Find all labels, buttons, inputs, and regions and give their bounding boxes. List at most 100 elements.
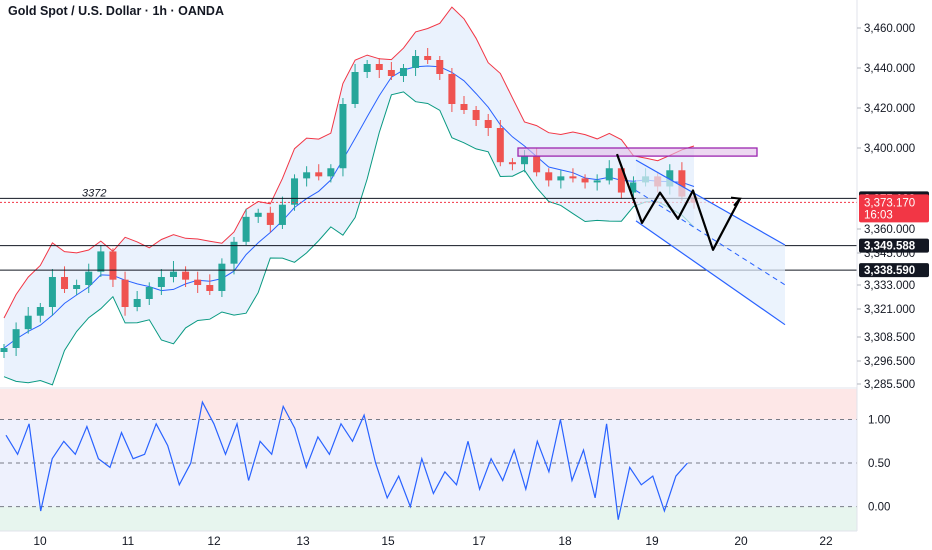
candle-body (460, 104, 468, 110)
channel-top (635, 159, 786, 246)
level-note-label: 3372 (82, 187, 106, 199)
time-axis[interactable]: 10 11 12 13 15 17 18 19 20 22 (0, 530, 857, 548)
time-tick-label: 15 (381, 534, 395, 548)
osc-tick-label: 1.00 (868, 414, 890, 426)
candle-body (109, 251, 117, 280)
projection-zigzag (615, 153, 741, 251)
time-tick-label: 17 (472, 534, 486, 548)
resistance-zone (517, 147, 758, 157)
candle-body (339, 104, 347, 169)
drawings (517, 147, 786, 326)
osc-tick-label: 0.00 (868, 502, 890, 514)
price-tick-label: 3,420.000 (864, 103, 915, 115)
price-tick-label: 3,333.000 (864, 280, 915, 292)
candle-body (206, 285, 214, 291)
upper-band-line (3, 6, 695, 319)
candle-body (557, 176, 565, 181)
price-axis[interactable]: 3,460.000 3,440.000 3,420.000 3,400.000 3,36… (856, 0, 915, 531)
candle-body (121, 279, 129, 307)
lower-band-line (3, 91, 695, 386)
candle-body (303, 172, 311, 179)
price-tick-label: 3,440.000 (864, 63, 915, 75)
candle-body (73, 285, 81, 289)
oscillator-pane (0, 387, 857, 531)
candle-body (0, 348, 8, 352)
candle-body (399, 68, 407, 76)
channel-bottom (635, 220, 786, 326)
candle-body (593, 180, 601, 183)
price-tick-label: 3,285.500 (864, 379, 915, 391)
price-tick-label: 3,308.500 (864, 332, 915, 344)
candle-body (327, 168, 335, 177)
price-tick-label: 3,460.000 (864, 23, 915, 35)
level-badge (859, 263, 929, 278)
candle-body (508, 162, 516, 165)
price-badges: 3,375.1223,349.5883,338.5903,373.17016:0… (859, 191, 929, 278)
price-tick-label: 3,360.000 (864, 224, 915, 236)
candle-body (678, 170, 686, 197)
current-price-badge (859, 194, 929, 223)
candle-body (387, 70, 395, 76)
bar-countdown-label: 16:03 (864, 209, 893, 221)
candle-body (145, 287, 153, 299)
candle-body (157, 277, 165, 287)
osc-tick-label: 0.50 (868, 458, 890, 470)
candle-body (266, 212, 274, 225)
overbought-zone (0, 389, 857, 420)
level-badge (859, 238, 929, 253)
candle-body (97, 251, 105, 272)
candle-body (605, 168, 613, 181)
candle-body (533, 156, 541, 173)
time-tick-label: 19 (645, 534, 659, 548)
candle-body (521, 156, 529, 165)
price-tick-label: 3,400.000 (864, 143, 915, 155)
time-tick-label: 12 (207, 534, 221, 548)
time-tick-label: 22 (819, 534, 833, 548)
candle-body (545, 172, 553, 181)
candle-body (496, 128, 504, 163)
chart-title: Gold Spot / U.S. Dollar · 1h · OANDA (8, 4, 224, 18)
candle-body (242, 216, 250, 242)
candle-body (363, 64, 371, 72)
candle-body (484, 120, 492, 128)
price-tick-label: 3,321.000 (864, 304, 915, 316)
candle-body (254, 212, 262, 217)
candle-body (291, 178, 299, 205)
candle-body (133, 299, 141, 307)
candle-body (424, 56, 432, 60)
basis-line (3, 65, 695, 349)
candle-body (666, 170, 674, 187)
candle-body (472, 110, 480, 120)
channel-mid (635, 190, 786, 286)
time-tick-label: 11 (122, 534, 135, 548)
candle-body (569, 176, 577, 179)
price-tick-label: 3,296.500 (864, 356, 915, 368)
candle-body (36, 307, 44, 316)
candle-body (436, 60, 444, 74)
candle-body (194, 279, 202, 285)
candle-body (448, 74, 456, 104)
time-tick-label: 18 (558, 534, 572, 548)
candle-body (169, 271, 177, 277)
candle-body (315, 172, 323, 177)
projection-arrowhead (730, 196, 742, 207)
candle-body (61, 277, 69, 289)
candle-body (48, 277, 56, 307)
candle-body (629, 182, 637, 193)
time-tick-label: 13 (296, 534, 310, 548)
candle-body (85, 271, 93, 285)
oscillator-line (5, 400, 688, 520)
level-badge-label: 3,338.590 (864, 265, 915, 277)
time-tick-label: 10 (33, 534, 47, 548)
candle-body (12, 329, 20, 348)
candle-body (182, 271, 190, 280)
candle-body (278, 204, 286, 225)
candles (0, 48, 698, 358)
time-tick-label: 20 (734, 534, 748, 548)
candle-body (218, 263, 226, 291)
candle-body (24, 315, 32, 330)
bollinger-bands (3, 6, 695, 386)
candle-body (412, 56, 420, 68)
candle-body (351, 72, 359, 104)
